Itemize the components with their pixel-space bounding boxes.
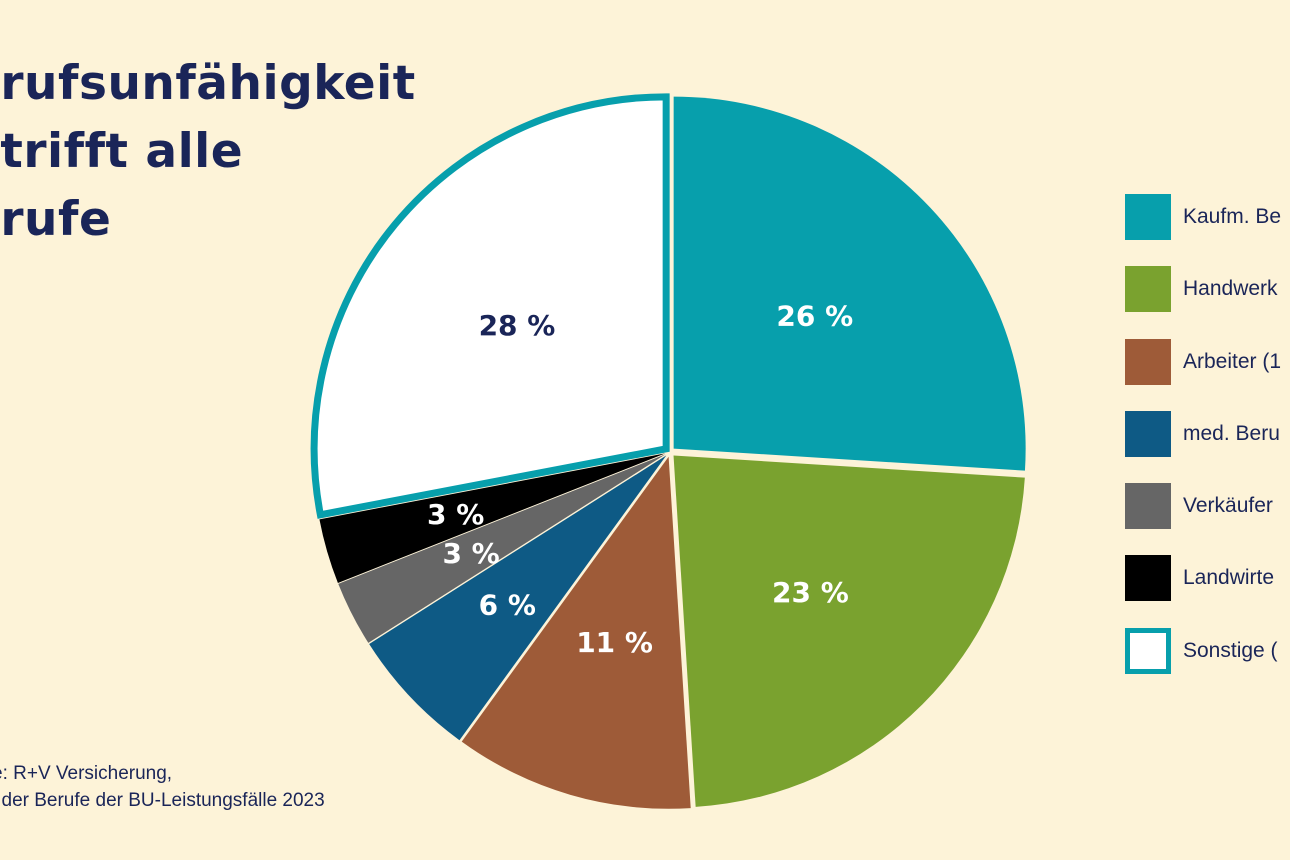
source-note: e: R+V Versicherung, l der Berufe der BU… [0, 760, 325, 814]
slice-label-5: 3 % [442, 537, 499, 570]
slice-label-3: 11 % [576, 626, 653, 659]
pie-slice-4 [369, 455, 667, 741]
title-line-2: etrifft alle [0, 124, 244, 179]
source-line-1: e: R+V Versicherung, [0, 763, 173, 784]
slice-label-1: 26 % [776, 300, 853, 333]
legend-swatch [1125, 338, 1171, 385]
legend-item-4: med. Beru [1125, 410, 1281, 458]
pie-slice-3 [461, 456, 691, 809]
slice-label-7: 28 % [479, 309, 556, 342]
legend-item-7: Sonstige ( [1125, 627, 1281, 675]
legend-label: med. Beru [1183, 421, 1280, 445]
slice-label-2: 23 % [772, 576, 849, 609]
pie-slice-1 [673, 96, 1026, 471]
slice-label-6: 3 % [427, 498, 484, 531]
title-line-1: erufsunfähigkeit [0, 56, 416, 111]
legend: Kaufm. Be Handwerk Arbeiter (1 med. Beru Ver… [1125, 193, 1281, 699]
legend-label: Landwirte [1183, 566, 1275, 590]
legend-swatch [1125, 627, 1171, 674]
pie-slice-2 [673, 455, 1025, 807]
pie-slice-5 [338, 454, 666, 643]
legend-label: Arbeiter (1 [1183, 349, 1282, 373]
pie-slice-7 [310, 93, 670, 519]
legend-label: Verkäufer [1183, 494, 1273, 518]
title-line-3: erufe [0, 192, 112, 247]
legend-item-3: Arbeiter (1 [1125, 338, 1281, 386]
legend-swatch [1125, 483, 1171, 530]
source-line-2: l der Berufe der BU-Leistungsfälle 2023 [0, 790, 325, 811]
legend-swatch [1125, 555, 1171, 602]
legend-item-6: Landwirte [1125, 554, 1281, 602]
legend-label: Handwerk [1183, 277, 1278, 301]
legend-item-2: Handwerk [1125, 265, 1281, 313]
legend-swatch [1125, 410, 1171, 457]
pie-slice-6 [319, 453, 666, 583]
legend-item-1: Kaufm. Be [1125, 193, 1281, 241]
legend-item-5: Verkäufer [1125, 482, 1281, 530]
legend-swatch [1125, 266, 1171, 313]
legend-label: Kaufm. Be [1183, 205, 1282, 228]
legend-swatch [1125, 194, 1171, 240]
chart-title: erufsunfähigkeit etrifft alle erufe [0, 50, 416, 254]
slice-label-4: 6 % [479, 588, 536, 621]
legend-label: Sonstige ( [1183, 638, 1278, 662]
